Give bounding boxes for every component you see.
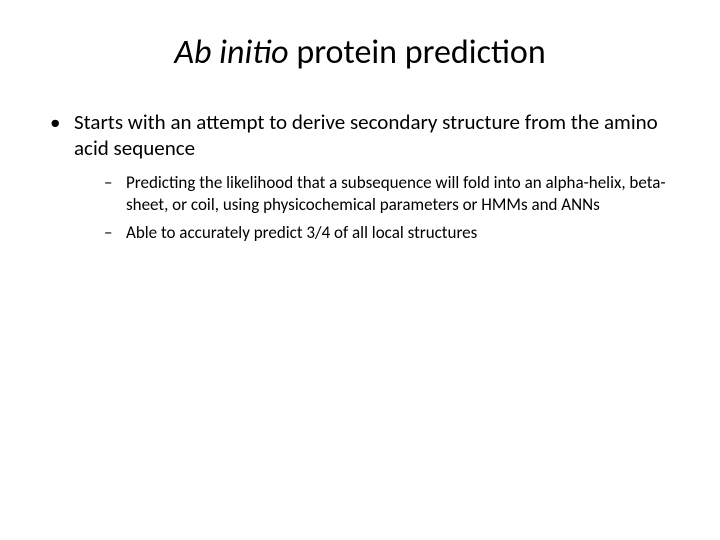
sub-bullet-text: Predicting the likelihood that a subsequ… <box>126 172 666 215</box>
sub-bullet-item: Predicting the likelihood that a subsequ… <box>104 172 680 216</box>
sub-bullet-text: Able to accurately predict 3/4 of all lo… <box>126 222 477 243</box>
sub-bullet-item: Able to accurately predict 3/4 of all lo… <box>104 222 680 244</box>
title-italic: Ab initio <box>174 32 288 73</box>
bullet-list-level2: Predicting the likelihood that a subsequ… <box>74 172 680 244</box>
bullet-text: Starts with an attempt to derive seconda… <box>74 109 658 161</box>
title-rest: protein prediction <box>289 32 546 73</box>
slide-title: Ab initio protein prediction <box>40 32 680 73</box>
bullet-list-level1: Starts with an attempt to derive seconda… <box>40 109 680 244</box>
slide: Ab initio protein prediction Starts with… <box>0 0 720 540</box>
bullet-item: Starts with an attempt to derive seconda… <box>50 109 680 244</box>
